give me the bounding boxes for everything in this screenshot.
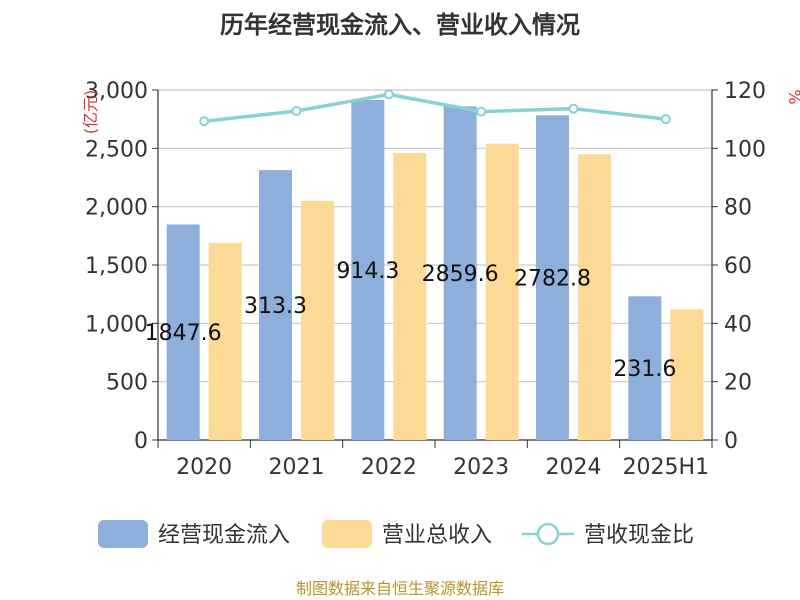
bar-value-label: 231.6 (613, 357, 676, 382)
x-tick-label: 2020 (176, 455, 232, 480)
bar-cash-inflow (443, 106, 477, 440)
axes: 0 500 1,000 1,500 2,000 2,500 3,000 0 20 40 60 80 10… (81, 79, 800, 480)
legend-label: 经营现金流入 (158, 523, 290, 548)
legend-marker (536, 522, 560, 546)
y-left-tick-label: 500 (106, 371, 148, 396)
bar-cash-inflow (166, 224, 200, 440)
y-right-tick-label: 80 (724, 196, 752, 221)
y-left-tick-label: 0 (134, 429, 148, 454)
bar-cash-inflow (536, 115, 569, 440)
ratio-line-point (199, 116, 210, 127)
ratio-line-point (568, 103, 579, 114)
y-left-tick-label: 1,000 (85, 312, 148, 337)
ratio-line-point (476, 106, 487, 117)
x-tick-label: 2022 (361, 455, 417, 480)
x-tick-label: 2025H1 (623, 455, 710, 480)
bar-revenue (485, 143, 519, 440)
y-right-tick-label: 40 (724, 312, 752, 337)
y-left-tick-label: 1,500 (85, 254, 148, 279)
x-tick-label: 2021 (269, 455, 325, 480)
legend: 经营现金流入 营业总收入 营收现金比 (98, 520, 694, 548)
y-right-tick-label: 100 (724, 137, 766, 162)
ratio-line-point (291, 106, 302, 116)
bar-value-label: 2859.6 (422, 262, 499, 287)
y-left-tick-label: 2,500 (85, 137, 148, 162)
source-note: 制图数据来自恒生聚源数据库 (296, 579, 504, 598)
bar-revenue (208, 242, 242, 440)
bar-value-label: 1847.6 (145, 321, 222, 346)
y-right-tick-label: 0 (724, 429, 738, 454)
bar-cash-inflow (351, 99, 385, 440)
bar-value-labels: 1847.6 313.3 914.3 2859.6 2782.8 231.6 (145, 259, 677, 382)
legend-label: 营业总收入 (382, 523, 492, 548)
x-tick-label: 2023 (453, 455, 509, 480)
bar-revenue (670, 309, 704, 440)
chart-title: 历年经营现金流入、营业收入情况 (220, 11, 580, 39)
bar-revenue (301, 200, 334, 440)
ratio-line-point (383, 89, 394, 100)
bar-cash-inflow (259, 170, 292, 441)
bar-value-label: 2782.8 (514, 267, 591, 292)
legend-swatch (98, 520, 148, 548)
y-right-unit-label: % (785, 89, 800, 104)
legend-swatch (322, 520, 372, 548)
x-tick-label: 2024 (546, 455, 602, 480)
gridlines (158, 89, 712, 441)
ratio-line (199, 89, 671, 127)
y-left-unit-label: (亿元) (81, 90, 100, 135)
y-right-tick-label: 120 (724, 79, 766, 104)
y-right-tick-label: 60 (724, 254, 752, 279)
ratio-line-path (203, 92, 667, 123)
y-left-tick-label: 3,000 (85, 79, 148, 104)
legend-label: 营收现金比 (584, 523, 694, 548)
bar-revenue (578, 154, 611, 440)
bar-value-label: 313.3 (244, 294, 307, 319)
bar-revenue (393, 153, 427, 440)
bar-value-label: 914.3 (336, 259, 399, 284)
bar-cash-inflow (628, 296, 662, 440)
y-right-tick-label: 20 (724, 371, 752, 396)
y-left-tick-label: 2,000 (85, 196, 148, 221)
bars (166, 99, 704, 441)
ratio-line-point (660, 114, 671, 125)
